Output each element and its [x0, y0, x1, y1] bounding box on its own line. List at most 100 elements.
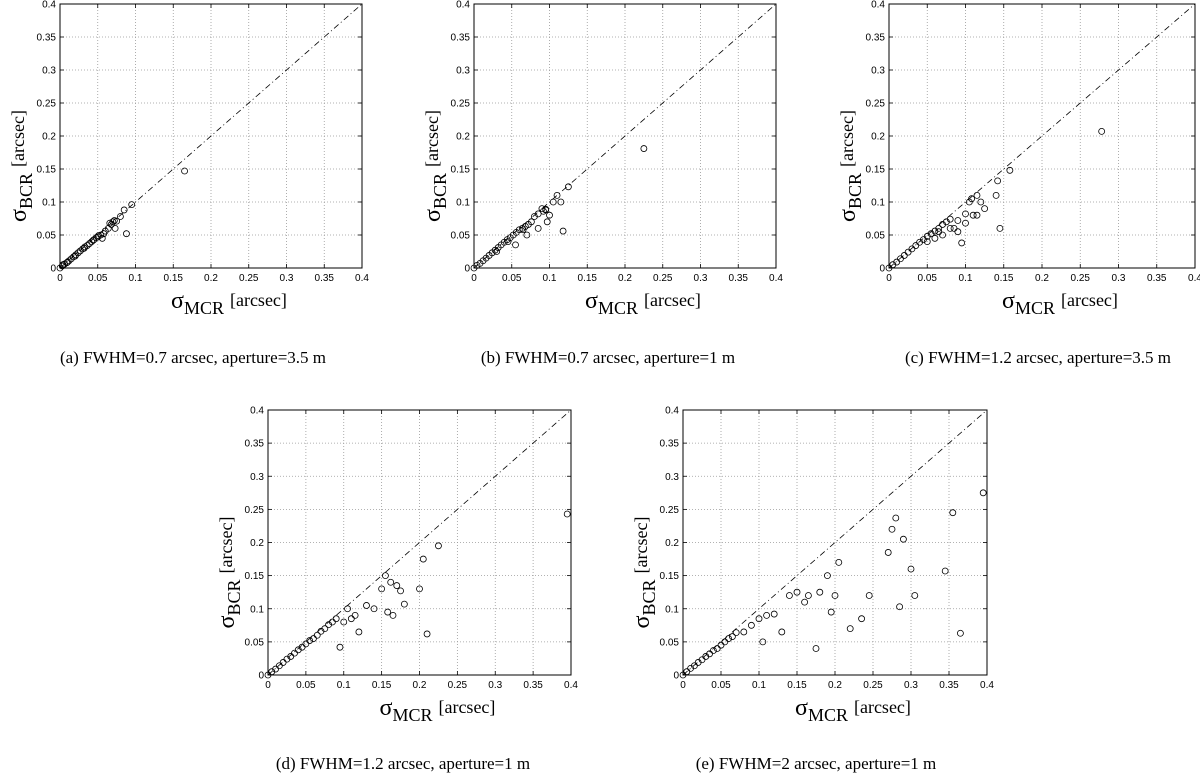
data-point	[979, 489, 987, 497]
y-tick-label: 0.35	[37, 33, 57, 44]
x-tick-label: 0.35	[729, 273, 749, 284]
data-point	[378, 585, 386, 593]
data-point	[946, 224, 954, 232]
data-point	[805, 592, 812, 599]
data-point	[935, 224, 943, 232]
data-point	[291, 649, 298, 657]
data-point	[400, 600, 408, 608]
y-tick-label: 0.25	[866, 99, 886, 110]
y-tick-label: 0.2	[871, 132, 885, 143]
x-tick-label: 0.3	[280, 273, 294, 284]
x-tick-label: 0.05	[918, 273, 938, 284]
data-point	[512, 241, 519, 249]
data-point	[302, 640, 310, 648]
data-point	[679, 671, 687, 679]
data-point	[763, 611, 770, 619]
data-point	[287, 653, 295, 660]
data-point	[793, 588, 801, 596]
data-point	[321, 625, 329, 633]
data-point	[939, 231, 946, 239]
x-tick-label: 0.25	[239, 273, 259, 284]
y-tick-label: 0.35	[451, 33, 471, 44]
data-point	[553, 191, 561, 199]
y-tick-label: 0.2	[42, 132, 56, 143]
data-point	[935, 228, 943, 236]
data-point	[897, 255, 904, 263]
x-tick-label: 0.15	[578, 273, 598, 284]
y-axis-label: σBCR[arcsec]	[835, 110, 865, 222]
y-tick-label: 0.3	[250, 472, 264, 483]
data-point	[981, 205, 989, 213]
y-tick-label: 0.15	[451, 165, 471, 176]
data-point	[912, 242, 920, 249]
data-point	[969, 211, 977, 219]
data-point	[515, 226, 523, 234]
data-point	[120, 206, 128, 214]
data-point	[884, 549, 892, 556]
data-point	[968, 195, 976, 203]
y-tick-label: 0.05	[245, 637, 265, 648]
y-tick-label: 0	[464, 264, 470, 275]
data-point	[770, 610, 778, 618]
data-point	[858, 615, 865, 623]
x-tick-label: 0.2	[204, 273, 218, 284]
y-tick-label: 0.25	[660, 505, 680, 516]
data-point	[328, 618, 336, 626]
data-point	[977, 198, 985, 206]
data-point	[812, 645, 820, 652]
data-point	[109, 218, 117, 226]
x-tick-label: 0.1	[337, 680, 351, 691]
x-tick-label: 0	[265, 680, 271, 691]
data-point	[128, 201, 136, 209]
data-point	[1098, 127, 1106, 135]
data-point	[493, 248, 501, 255]
x-tick-label: 0.25	[863, 680, 883, 691]
data-point	[111, 224, 119, 232]
data-point	[640, 145, 648, 152]
data-point	[546, 211, 553, 219]
data-point	[347, 615, 355, 623]
data-point	[831, 592, 839, 599]
x-tick-label: 0.25	[1071, 273, 1091, 284]
data-point	[542, 206, 550, 214]
data-point	[713, 645, 721, 652]
y-axis-label: σBCR[arcsec]	[420, 110, 450, 222]
data-point	[721, 638, 729, 646]
data-point	[279, 659, 287, 666]
data-point	[98, 234, 106, 242]
x-axis-label: σMCR [arcsec]	[171, 288, 287, 318]
data-point	[827, 608, 835, 616]
panel-c: 00 0.05 0.05 0.1 0.1 0.15 0.15 0.2 0.2 0.25 0.25 0.…	[835, 0, 1200, 367]
y-tick-label: 0.05	[451, 231, 471, 242]
data-point	[954, 217, 962, 224]
data-point	[885, 264, 893, 272]
data-point	[504, 238, 512, 246]
x-tick-label: 0.3	[904, 680, 918, 691]
data-point	[559, 227, 567, 235]
y-tick-label: 0.3	[42, 66, 56, 77]
x-tick-label: 0.2	[413, 680, 427, 691]
x-tick-label: 0.25	[653, 273, 673, 284]
data-point	[691, 662, 698, 670]
data-point	[1006, 166, 1014, 174]
x-tick-label: 0.3	[1112, 273, 1126, 284]
data-point	[973, 191, 981, 199]
data-point	[557, 198, 565, 206]
data-point	[393, 582, 401, 589]
y-tick-label: 0	[879, 264, 885, 275]
axes-frame	[888, 3, 1196, 269]
data-point	[992, 191, 1000, 199]
data-point	[740, 628, 748, 636]
data-point	[389, 611, 397, 619]
x-tick-label: 0.35	[315, 273, 335, 284]
data-point	[786, 592, 793, 599]
data-point	[310, 635, 317, 642]
x-tick-label: 0.4	[980, 680, 994, 691]
data-point	[950, 224, 958, 232]
data-point	[778, 628, 786, 636]
axes-frame	[59, 3, 363, 269]
panel-a: 00 0.05 0.05 0.1 0.1 0.15 0.15 0.2 0.2 0.25 0.25 0.…	[6, 0, 369, 367]
data-point	[900, 535, 907, 543]
y-tick-label: 0.1	[871, 198, 885, 209]
data-point	[920, 236, 927, 244]
